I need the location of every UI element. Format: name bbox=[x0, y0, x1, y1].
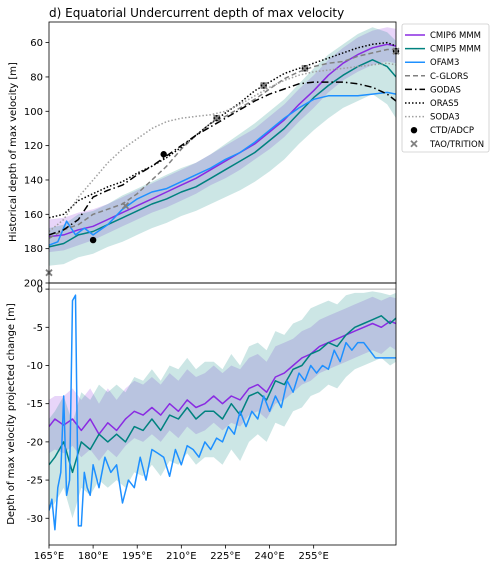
y-tick-label: 200 bbox=[24, 279, 43, 290]
legend-label: SODA3 bbox=[430, 113, 460, 123]
y-tick-label: 100 bbox=[24, 107, 43, 118]
bottom-y-axis-ticks: 0 -5 -10 -15 -20 -25 -30 bbox=[27, 285, 49, 525]
c-glors-line bbox=[49, 48, 396, 240]
legend-box bbox=[401, 23, 490, 153]
tao-trition-point bbox=[260, 81, 268, 90]
bottom-y-axis-label: Depth of max velocity projected change [… bbox=[6, 303, 17, 525]
bottom-panel: 0 -5 -10 -15 -20 -25 -30 165°E 180°E 195°E 210°E 2… bbox=[6, 282, 397, 562]
top-y-axis-label: Historical depth of max velocity [m] bbox=[8, 62, 19, 242]
cmip5-mmm-line bbox=[49, 315, 396, 474]
y-tick-label: -30 bbox=[27, 514, 43, 525]
x-tick-label: 165°E bbox=[34, 551, 64, 562]
legend-item-soda3: SODA3 bbox=[405, 113, 460, 123]
cmip6-mmm-spread-band bbox=[49, 27, 396, 253]
x-tick-label: 240°E bbox=[254, 551, 284, 562]
bottom-series-lines bbox=[49, 294, 396, 531]
tao-trition-point bbox=[301, 64, 309, 72]
legend-label: OFAM3 bbox=[430, 58, 459, 68]
ctd-adcp-point bbox=[89, 236, 97, 244]
y-tick-label: -15 bbox=[27, 399, 43, 410]
tao-trition-point bbox=[212, 114, 221, 122]
y-tick-label: 140 bbox=[24, 175, 43, 186]
legend-label: TAO/TRITION bbox=[429, 140, 484, 150]
legend-item-c-glors: C-GLORS bbox=[405, 72, 468, 82]
legend-item-oras5: ORAS5 bbox=[405, 99, 459, 109]
top-y-axis-ticks: 60 80 100 120 140 160 180 200 bbox=[24, 38, 49, 290]
top-series-lines bbox=[49, 41, 396, 248]
ofam3-line bbox=[49, 294, 396, 531]
x-tick-label: 255°E bbox=[298, 551, 328, 562]
legend-label: CMIP5 MMM bbox=[430, 45, 481, 55]
cmip6-mmm-line bbox=[49, 43, 396, 238]
y-tick-label: -25 bbox=[27, 476, 43, 487]
y-tick-label: 180 bbox=[24, 244, 43, 255]
top-observation-markers bbox=[45, 47, 400, 277]
figure-title: d) Equatorial Undercurrent depth of max … bbox=[49, 6, 344, 20]
bottom-plot-frame bbox=[48, 282, 397, 546]
x-tick-label: 210°E bbox=[166, 551, 196, 562]
legend-item-cmip5-mmm: CMIP5 MMM bbox=[405, 45, 481, 55]
legend: CMIP6 MMM CMIP5 MMM OFAM3 C-GLORS GODAS ORAS5… bbox=[401, 23, 490, 153]
oras5-line bbox=[49, 41, 396, 219]
y-tick-label: -5 bbox=[33, 323, 43, 334]
cmip6-mmm-line bbox=[49, 320, 396, 435]
bottom-uncertainty-bands bbox=[49, 291, 396, 519]
x-tick-label: 180°E bbox=[78, 551, 108, 562]
cmip5-mmm-spread-band bbox=[49, 291, 396, 519]
ctd-adcp-point bbox=[160, 151, 167, 158]
x-tick-label: 225°E bbox=[210, 551, 240, 562]
legend-item-ctd-adcp: CTD/ADCP bbox=[410, 126, 474, 136]
y-tick-label: 80 bbox=[30, 72, 43, 83]
cmip6-mmm-spread-band bbox=[49, 296, 396, 461]
legend-item-godas: GODAS bbox=[405, 85, 461, 95]
legend-label: GODAS bbox=[430, 85, 461, 95]
y-tick-label: 0 bbox=[37, 285, 43, 296]
y-tick-label: -10 bbox=[27, 361, 43, 372]
godas-line bbox=[49, 81, 396, 236]
legend-item-ofam3: OFAM3 bbox=[405, 58, 459, 68]
legend-label: ORAS5 bbox=[430, 99, 459, 109]
ofam3-line bbox=[49, 91, 396, 246]
legend-label: C-GLORS bbox=[430, 72, 468, 82]
legend-label: CTD/ADCP bbox=[430, 126, 474, 136]
legend-swatch bbox=[410, 140, 418, 148]
tao-trition-point bbox=[121, 202, 130, 210]
y-tick-label: 160 bbox=[24, 210, 43, 221]
legend-item-tao-trition: TAO/TRITION bbox=[410, 140, 484, 150]
y-tick-label: -20 bbox=[27, 437, 43, 448]
y-tick-label: 120 bbox=[24, 141, 43, 152]
x-tick-label: 195°E bbox=[122, 551, 152, 562]
y-tick-label: 60 bbox=[30, 38, 43, 49]
legend-swatch bbox=[410, 127, 418, 134]
top-panel: 60 80 100 120 140 160 180 200 Historical depth … bbox=[8, 21, 400, 290]
legend-item-cmip6-mmm: CMIP6 MMM bbox=[405, 31, 481, 41]
legend-label: CMIP6 MMM bbox=[430, 31, 481, 41]
x-axis-ticks: 165°E 180°E 195°E 210°E 225°E 240°E 255°E bbox=[34, 545, 329, 562]
